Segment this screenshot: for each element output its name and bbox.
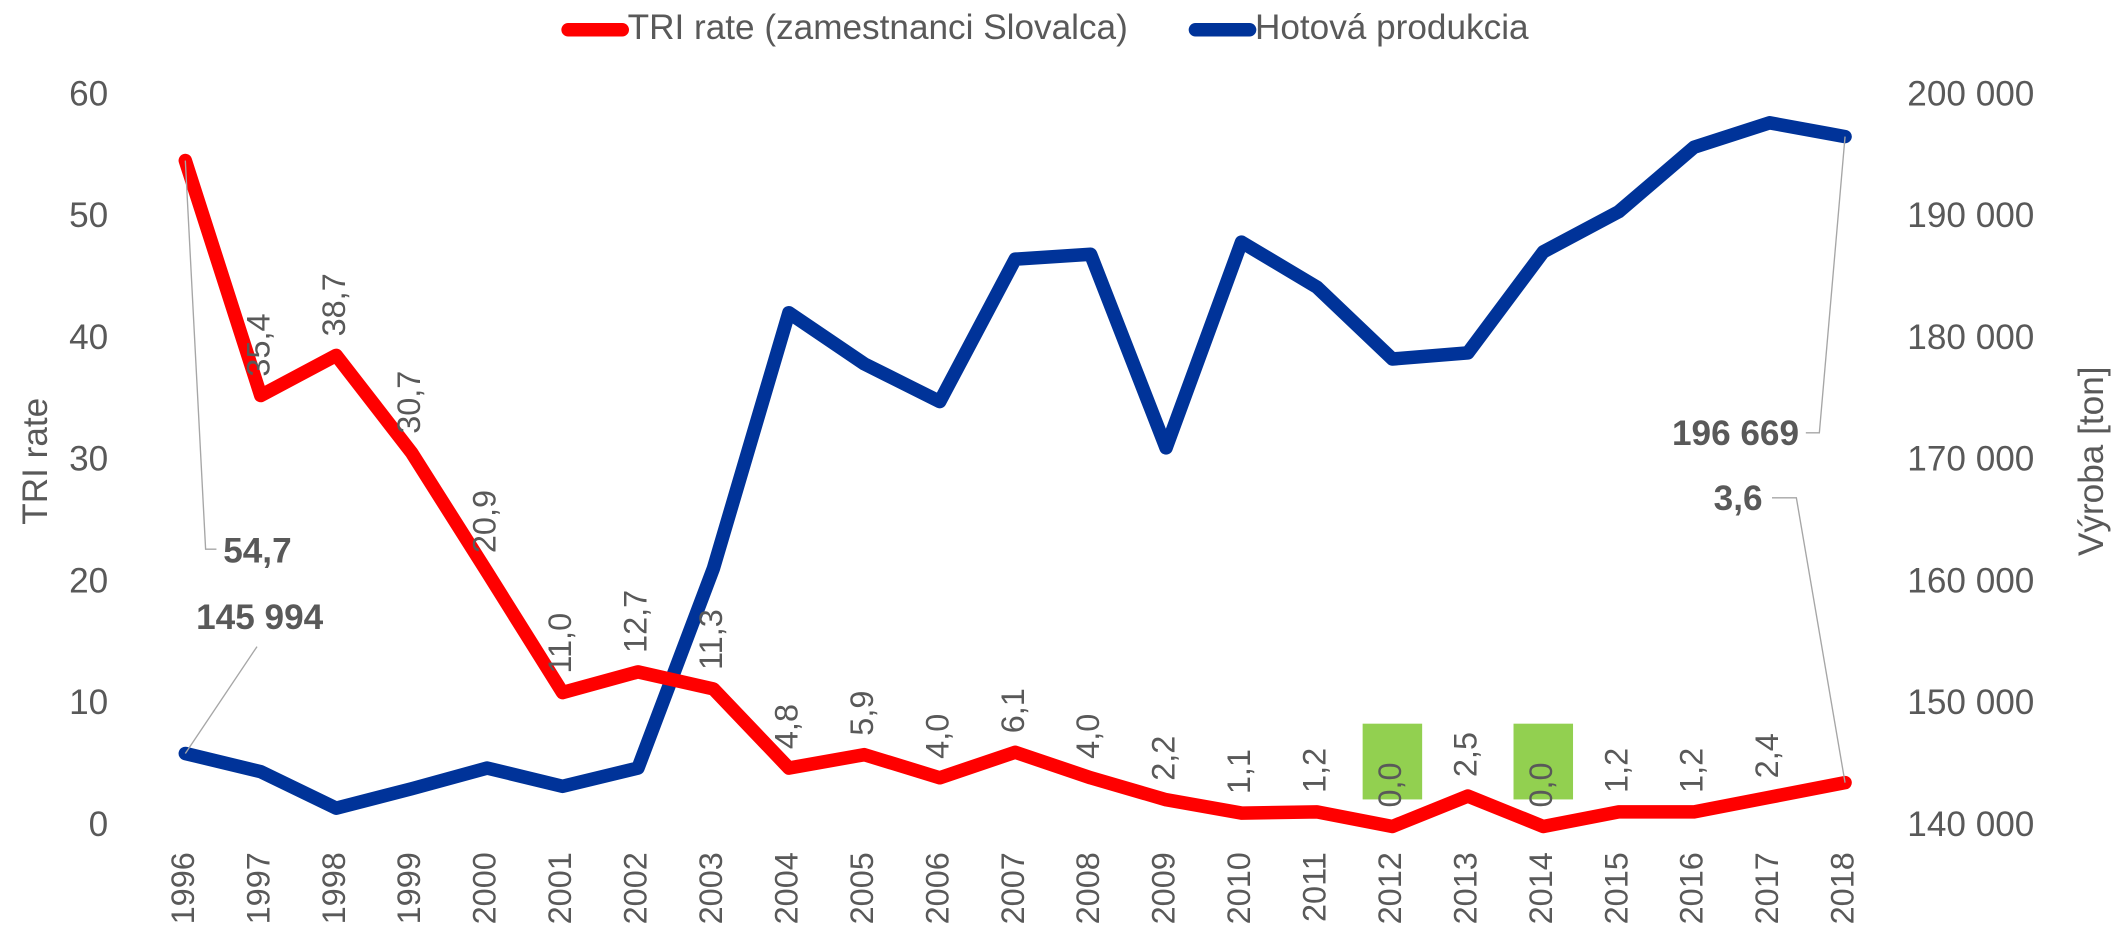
x-tick-label: 2010 <box>1221 852 1257 924</box>
data-label: 1,2 <box>1598 748 1634 793</box>
data-label: 11,0 <box>542 613 578 674</box>
data-label: 4,0 <box>1070 714 1106 759</box>
leader-line <box>1805 136 1846 434</box>
data-label: 4,8 <box>768 704 804 749</box>
data-label: 11,3 <box>693 609 729 670</box>
x-tick-label: 1998 <box>316 852 352 924</box>
legend-label: Hotová produkcia <box>1255 8 1529 47</box>
x-tick-label: 2008 <box>1070 852 1106 924</box>
y2-tick-label: 170 000 <box>1907 440 2034 479</box>
x-tick-label: 2003 <box>693 852 729 924</box>
data-label: 3,6 <box>1714 479 1763 518</box>
x-tick-label: 2014 <box>1523 852 1559 924</box>
x-tick-label: 2012 <box>1372 852 1408 924</box>
y-tick-label: 0 <box>89 805 109 844</box>
leader-line <box>184 160 217 550</box>
y-tick-label: 30 <box>69 440 108 479</box>
x-tick-label: 2018 <box>1825 852 1861 924</box>
data-label: 2,5 <box>1447 732 1483 777</box>
y-tick-label: 20 <box>69 561 108 600</box>
data-label: 35,4 <box>240 313 276 376</box>
x-tick-label: 2011 <box>1297 852 1333 922</box>
x-tick-label: 1997 <box>240 852 276 924</box>
legend-label: TRI rate (zamestnanci Slovalca) <box>628 8 1128 47</box>
y-tick-label: 10 <box>69 683 108 722</box>
x-tick-label: 2002 <box>618 852 654 924</box>
label-highlight <box>1513 723 1574 800</box>
x-tick-label: 2016 <box>1674 852 1710 924</box>
data-label: 0,0 <box>1523 762 1559 807</box>
data-label: 38,7 <box>316 273 352 336</box>
data-label: 196 669 <box>1672 414 1799 453</box>
data-label: 1,1 <box>1221 749 1257 794</box>
x-tick-label: 2013 <box>1447 852 1483 924</box>
x-tick-label: 2000 <box>467 852 503 924</box>
data-label: 2,2 <box>1146 736 1182 781</box>
leader-line <box>184 646 258 754</box>
data-label: 20,9 <box>467 490 503 553</box>
data-label: 1,2 <box>1297 748 1333 793</box>
x-tick-label: 2017 <box>1749 852 1785 924</box>
data-label: 4,0 <box>919 714 955 759</box>
data-label: 12,7 <box>618 590 654 653</box>
y2-tick-label: 160 000 <box>1907 561 2034 600</box>
y2-axis-title: Výroba [ton] <box>2072 366 2111 556</box>
x-tick-label: 2006 <box>919 852 955 924</box>
label-highlight <box>1362 723 1423 800</box>
y2-tick-label: 150 000 <box>1907 683 2034 722</box>
x-tick-label: 2015 <box>1598 852 1634 924</box>
x-tick-label: 2007 <box>995 852 1031 924</box>
x-tick-label: 2001 <box>542 852 578 924</box>
y2-tick-label: 140 000 <box>1907 805 2034 844</box>
data-label: 2,4 <box>1749 733 1785 778</box>
data-label: 30,7 <box>391 371 427 434</box>
x-tick-label: 2005 <box>844 852 880 924</box>
data-label: 0,0 <box>1372 762 1408 807</box>
data-label: 6,1 <box>995 688 1031 733</box>
y-tick-label: 60 <box>69 74 108 113</box>
y-tick-label: 40 <box>69 318 108 357</box>
data-label: 5,9 <box>844 691 880 736</box>
y2-tick-label: 200 000 <box>1907 74 2034 113</box>
data-label: 1,2 <box>1674 748 1710 793</box>
data-label: 145 994 <box>196 598 324 637</box>
series-line <box>178 116 1852 815</box>
x-tick-label: 2004 <box>768 852 804 924</box>
data-label: 54,7 <box>223 532 291 571</box>
x-tick-label: 1999 <box>391 852 427 924</box>
series-line <box>178 153 1852 834</box>
y2-tick-label: 180 000 <box>1907 318 2034 357</box>
y-tick-label: 50 <box>69 196 108 235</box>
y2-tick-label: 190 000 <box>1907 196 2034 235</box>
x-tick-label: 1996 <box>165 852 201 924</box>
x-tick-label: 2009 <box>1146 852 1182 924</box>
y-axis-title: TRI rate <box>16 398 55 525</box>
leader-line <box>1772 497 1846 783</box>
